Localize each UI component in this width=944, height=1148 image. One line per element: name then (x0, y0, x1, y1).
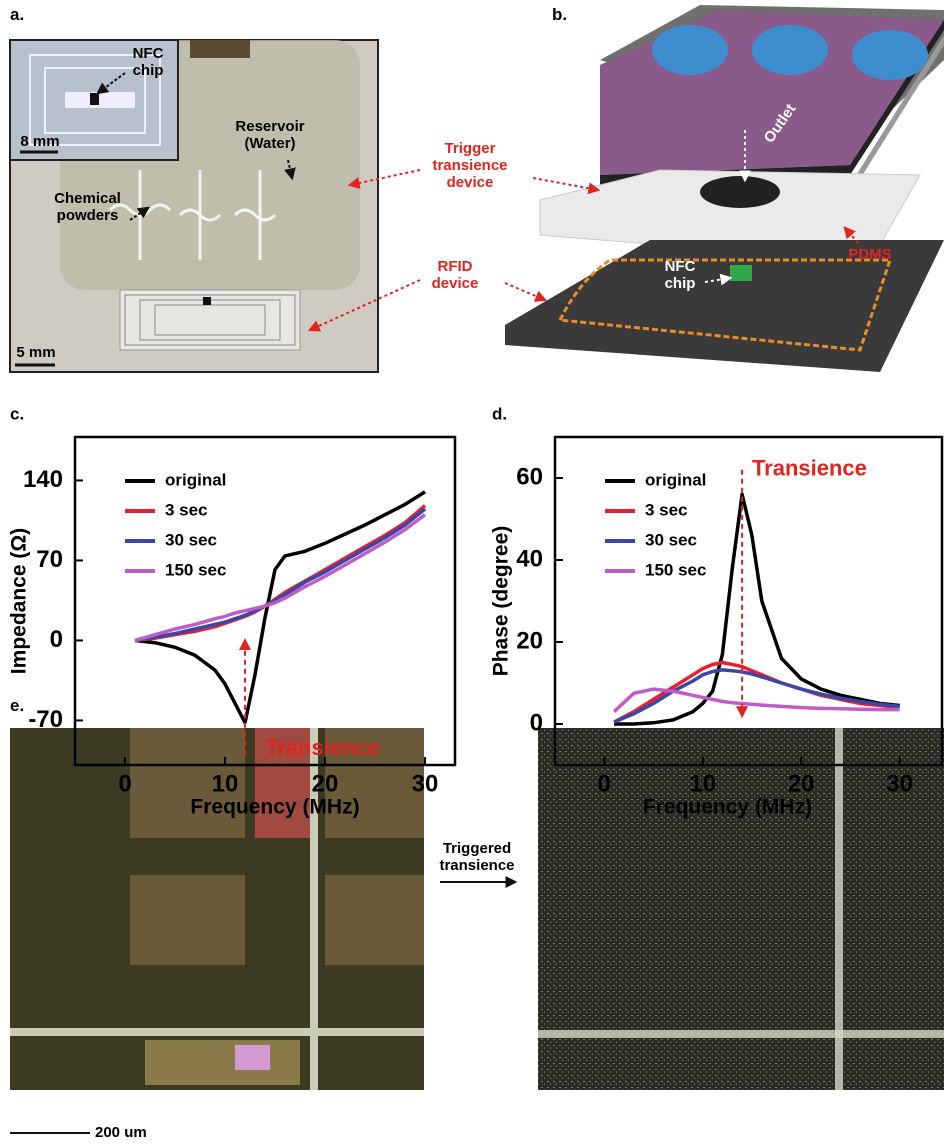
panel-label: c. (10, 404, 24, 423)
x-tick-label: 0 (598, 770, 611, 797)
annotation: Reservoir (Water) (230, 118, 310, 152)
x-axis-label: Frequency (MHz) (190, 796, 359, 819)
legend-label: 30 sec (165, 530, 217, 549)
x-tick-label: 10 (212, 770, 239, 797)
y-tick-label: 70 (36, 546, 63, 573)
panel-label: d. (492, 404, 507, 423)
y-tick-label: 60 (516, 463, 543, 490)
annotation: PDMS (840, 246, 900, 263)
x-tick-label: 0 (118, 770, 131, 797)
series-line (135, 492, 425, 723)
scale-label: 5 mm (14, 344, 58, 361)
x-tick-label: 10 (689, 770, 716, 797)
panel-label: b. (552, 5, 567, 25)
legend-label: 3 sec (645, 500, 688, 519)
y-axis-label: Impedance (Ω) (8, 528, 31, 674)
x-tick-label: 30 (886, 770, 913, 797)
annotation: NFC chip (128, 45, 168, 79)
x-tick-label: 30 (412, 770, 439, 797)
scale-label: 8 mm (18, 133, 62, 150)
annotation: Chemical powders (45, 190, 130, 224)
y-tick-label: -70 (28, 706, 63, 733)
legend-label: 3 sec (165, 500, 208, 519)
y-tick-label: 140 (23, 466, 63, 493)
legend-label: original (165, 470, 226, 489)
y-tick-label: 0 (530, 709, 543, 736)
plot-frame (555, 437, 942, 765)
scale-label: 200 um (95, 1124, 165, 1141)
annotation: Transience (752, 456, 867, 481)
series-line (614, 663, 900, 723)
annotation: Transience (265, 735, 380, 760)
legend-label: original (645, 470, 706, 489)
x-axis-label: Frequency (MHz) (643, 796, 812, 819)
annotation: Trigger transience device (425, 140, 515, 191)
y-axis-label: Phase (degree) (490, 526, 513, 677)
panel-label: a. (10, 5, 24, 25)
legend-label: 150 sec (645, 560, 706, 579)
y-tick-label: 20 (516, 627, 543, 654)
x-tick-label: 20 (312, 770, 339, 797)
legend-label: 30 sec (645, 530, 697, 549)
annotation: RFID device (420, 258, 490, 292)
y-tick-label: 0 (50, 626, 63, 653)
render-b (310, 5, 944, 372)
y-tick-label: 40 (516, 545, 543, 572)
legend-label: 150 sec (165, 560, 226, 579)
annotation: Triggered transience (432, 840, 522, 874)
annotation: NFC chip (660, 258, 700, 292)
figure: c. 0 10 20 30 -70 0 70 140 Frequency (MHz) Impedan… (0, 0, 944, 1148)
x-tick-label: 20 (788, 770, 815, 797)
panel-label: e. (10, 696, 24, 716)
plot-frame (75, 437, 455, 765)
